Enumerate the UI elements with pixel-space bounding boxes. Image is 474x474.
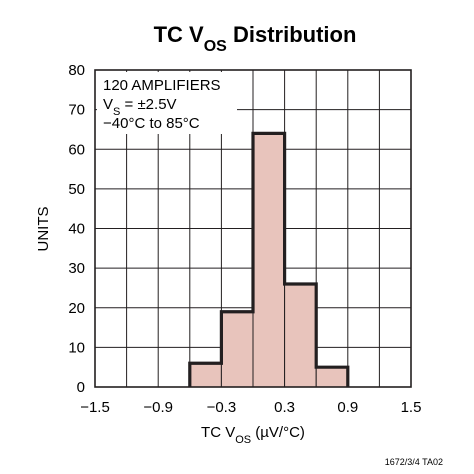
y-axis-label: UNITS	[35, 207, 52, 252]
y-tick-label: 60	[68, 141, 85, 158]
annotation-box	[97, 72, 237, 134]
y-tick-label: 80	[68, 62, 85, 79]
x-tick-label: −0.9	[143, 399, 173, 416]
chart-title: TC VOS Distribution	[154, 22, 357, 55]
x-axis-label-main: TC V	[201, 424, 235, 441]
chart-title-main: TC V	[154, 22, 204, 47]
annotation-supply-main: V	[103, 96, 113, 113]
histogram-outline-line	[188, 131, 350, 387]
histogram-bar	[315, 366, 349, 388]
x-tick-label: 1.5	[401, 399, 422, 416]
y-tick-label: 50	[68, 181, 85, 198]
histogram-bar	[284, 283, 317, 388]
y-tick-label: 20	[68, 300, 85, 317]
histogram-outline	[188, 131, 350, 387]
y-tick-label: 30	[68, 260, 85, 277]
histogram-bar	[220, 311, 254, 388]
x-tick-label: −0.3	[207, 399, 237, 416]
x-axis-label: TC VOS (µV/°C)	[201, 424, 305, 446]
tick-labels: −1.5 −0.9 −0.3 0.3 0.9 1.5 0 10 20 30 40 50 60 70 80	[68, 62, 421, 416]
plot-frame	[94, 69, 412, 388]
chart-title-sub: OS	[204, 38, 227, 55]
histogram-bar	[252, 132, 286, 388]
annotation-supply: VS = ±2.5V	[103, 96, 177, 118]
x-tick-label: 0.3	[274, 399, 295, 416]
figure-code: 1672/3/4 TA02	[385, 457, 443, 467]
x-axis-label-sub: OS	[235, 434, 251, 446]
annotation-amplifiers: 120 AMPLIFIERS	[103, 77, 221, 94]
x-tick-label: 0.9	[337, 399, 358, 416]
histogram-bar	[189, 362, 222, 388]
annotation-temperature: −40°C to 85°C	[103, 115, 200, 132]
y-tick-label: 70	[68, 102, 85, 119]
x-tick-label: −1.5	[80, 399, 110, 416]
histogram-bars	[189, 132, 349, 388]
x-axis-label-rest: (µV/°C)	[251, 424, 305, 441]
annotation-supply-rest: = ±2.5V	[120, 96, 176, 113]
y-tick-label: 40	[68, 221, 85, 238]
annotation-supply-sub: S	[113, 106, 120, 118]
chart-title-rest: Distribution	[227, 22, 357, 47]
y-tick-label: 0	[77, 379, 85, 396]
y-tick-label: 10	[68, 339, 85, 356]
